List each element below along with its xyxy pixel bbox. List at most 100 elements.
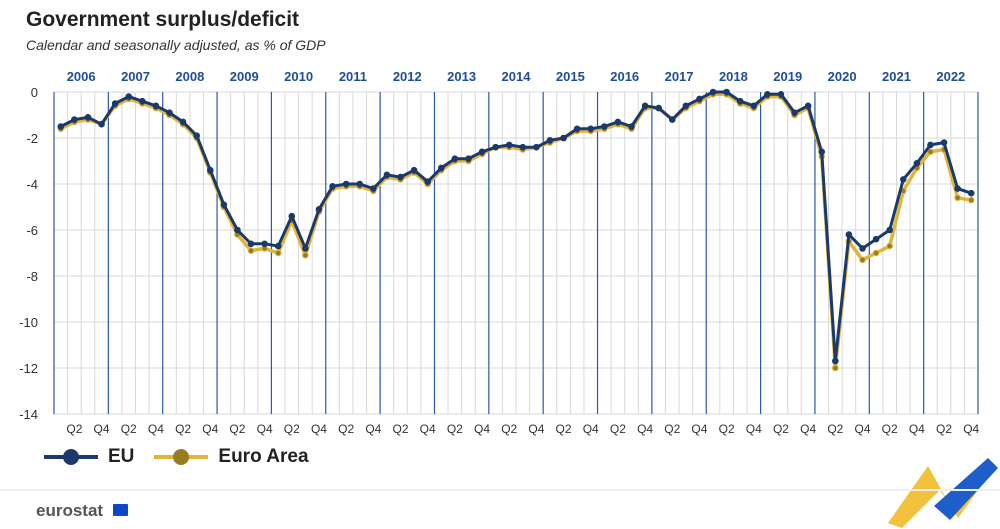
- y-tick-label: -2: [26, 131, 38, 146]
- data-point-eu: [206, 166, 214, 174]
- eurostat-logo: eurostat: [36, 501, 104, 520]
- legend-item-euro-area: Euro Area: [152, 446, 309, 468]
- data-point-eu: [139, 97, 146, 105]
- x-tick-label: Q4: [746, 422, 762, 436]
- data-point-eu: [478, 148, 486, 156]
- x-tick-label: Q2: [284, 422, 300, 436]
- y-tick-label: -8: [26, 269, 38, 284]
- chart-subtitle: Calendar and seasonally adjusted, as % o…: [26, 37, 326, 53]
- data-point-eu: [899, 176, 907, 183]
- data-point-eu: [845, 231, 853, 238]
- data-point-eu: [927, 141, 934, 149]
- data-point-eu: [940, 139, 948, 146]
- legend-swatch-euro-area: [154, 449, 209, 465]
- data-point-euro-area: [247, 247, 255, 254]
- year-label: 2012: [393, 69, 422, 84]
- data-point-eu: [777, 91, 785, 98]
- data-point-eu: [397, 173, 404, 181]
- footer: eurostat: [0, 489, 1000, 529]
- data-point-eu: [111, 100, 119, 107]
- x-tick-label: Q4: [528, 422, 544, 436]
- data-point-eu: [628, 123, 635, 130]
- data-point-eu: [125, 93, 133, 100]
- data-point-euro-area: [927, 148, 934, 156]
- x-tick-label: Q2: [338, 422, 354, 436]
- data-point-eu: [967, 189, 975, 197]
- data-point-eu: [505, 141, 513, 149]
- chart-legend: EU Euro Area: [42, 446, 327, 468]
- x-tick-label: Q2: [664, 422, 680, 436]
- data-point-euro-area: [886, 242, 893, 250]
- eu-flag-icon: [113, 504, 128, 516]
- data-point-eu: [84, 114, 92, 121]
- year-label: 2014: [502, 69, 532, 84]
- year-label: 2022: [936, 69, 965, 84]
- data-point-eu: [302, 245, 309, 252]
- x-tick-label: Q4: [148, 422, 164, 436]
- x-tick-label: Q4: [800, 422, 816, 436]
- data-point-eu: [288, 212, 296, 220]
- data-point-eu: [356, 180, 364, 188]
- y-tick-label: -14: [19, 407, 38, 422]
- x-tick-label: Q4: [94, 422, 110, 436]
- data-point-euro-area: [832, 364, 839, 372]
- data-point-eu: [451, 155, 459, 162]
- year-label: 2013: [447, 69, 476, 84]
- legend-item-eu: EU: [42, 446, 134, 468]
- data-point-eu: [804, 102, 812, 110]
- x-tick-label: Q2: [229, 422, 245, 436]
- data-point-eu: [533, 143, 540, 151]
- x-tick-label: Q2: [501, 422, 517, 436]
- data-point-euro-area: [859, 256, 866, 264]
- x-tick-label: Q2: [556, 422, 572, 436]
- data-point-eu: [437, 164, 445, 172]
- data-point-eu: [614, 118, 622, 126]
- data-point-eu: [736, 97, 744, 105]
- data-point-eu: [492, 143, 499, 151]
- x-tick-label: Q2: [773, 422, 789, 436]
- data-point-eu: [723, 88, 730, 96]
- x-tick-label: Q4: [691, 422, 707, 436]
- data-point-eu: [274, 242, 282, 250]
- x-tick-label: Q4: [202, 422, 218, 436]
- year-label: 2016: [610, 69, 639, 84]
- data-point-eu: [696, 95, 703, 103]
- data-point-eu: [410, 166, 418, 174]
- data-point-euro-area: [872, 249, 880, 257]
- year-label: 2006: [67, 69, 96, 84]
- data-point-eu: [519, 143, 527, 151]
- data-point-eu: [764, 91, 771, 98]
- data-point-eu: [818, 148, 826, 156]
- data-point-eu: [791, 109, 798, 116]
- line-chart: 0 -2 -4 -6 -8 -10 -12 -14 2006 2007 2008 2009 2010 20…: [19, 69, 979, 436]
- data-point-eu: [71, 116, 78, 123]
- data-point-euro-area: [954, 194, 961, 202]
- year-label: 2008: [175, 69, 204, 84]
- data-point-euro-area: [274, 249, 282, 257]
- y-tick-label: -6: [26, 223, 38, 238]
- x-tick-label: Q4: [257, 422, 273, 436]
- data-point-eu: [668, 116, 676, 123]
- data-point-eu: [682, 102, 690, 110]
- x-tick-label: Q2: [882, 422, 898, 436]
- data-point-eu: [750, 102, 758, 110]
- x-tick-label: Q2: [827, 422, 843, 436]
- data-point-euro-area: [967, 196, 975, 204]
- data-point-eu: [57, 123, 65, 130]
- x-tick-label: Q2: [392, 422, 408, 436]
- year-label: 2017: [665, 69, 694, 84]
- data-point-eu: [220, 201, 228, 208]
- data-point-euro-area: [302, 252, 309, 259]
- year-label: 2010: [284, 69, 313, 84]
- data-point-eu: [832, 357, 839, 365]
- data-point-eu: [546, 137, 554, 144]
- data-point-eu: [913, 160, 921, 167]
- x-tick-label: Q4: [420, 422, 436, 436]
- data-point-eu: [193, 132, 200, 139]
- data-point-eu: [573, 125, 581, 133]
- y-tick-label: -4: [26, 177, 38, 192]
- data-point-eu: [370, 185, 377, 192]
- year-label: 2007: [121, 69, 150, 84]
- year-label: 2015: [556, 69, 585, 84]
- x-tick-label: Q4: [909, 422, 925, 436]
